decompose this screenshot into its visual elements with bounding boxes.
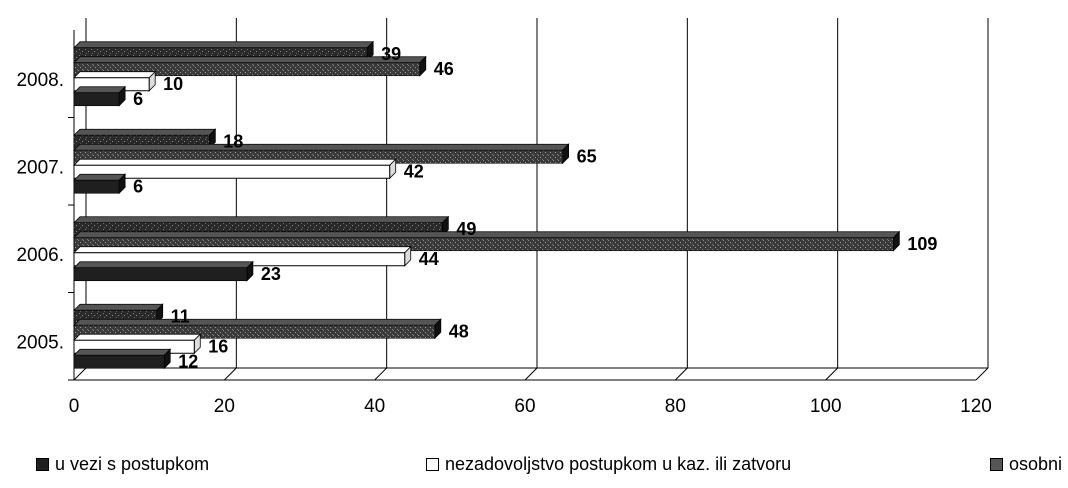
bar-top	[73, 71, 157, 79]
bar-top	[73, 231, 901, 239]
x-tick-label: 20	[214, 396, 235, 417]
category-label: 2008.	[16, 70, 64, 91]
legend-item-1: u vezi s postupkom	[36, 452, 209, 476]
legend-swatch-1	[36, 457, 49, 471]
bar-top	[73, 333, 202, 341]
bar-top	[73, 246, 412, 254]
bar	[73, 267, 248, 282]
category-label: 2007.	[16, 157, 64, 178]
data-label: 39	[381, 44, 401, 64]
bar	[73, 62, 421, 77]
bar-top	[73, 318, 442, 326]
bar-top	[73, 41, 375, 49]
data-label: 6	[133, 89, 143, 109]
bar-top	[73, 348, 172, 356]
legend-label-3: osobni	[1009, 453, 1063, 474]
bar-top	[73, 143, 570, 151]
legend-label-2: nezadovoljstvo postupkom u kaz. ili zatv…	[445, 453, 792, 474]
bar-top	[73, 158, 397, 166]
gridline-floor	[674, 367, 688, 381]
data-label: 6	[133, 176, 143, 196]
data-label: 46	[434, 59, 454, 79]
bar-top	[73, 173, 127, 181]
legend-swatch-3	[990, 457, 1003, 471]
legend-swatch-2	[426, 457, 439, 471]
x-tick-label: 120	[960, 396, 992, 417]
legend-item-3: osobni	[990, 452, 1062, 476]
gridline-floor	[524, 367, 538, 381]
bar-top	[73, 86, 127, 94]
x-tick-label: 100	[810, 396, 842, 417]
data-label: 44	[419, 249, 439, 269]
gridline-floor	[825, 367, 839, 381]
category-label: 2005.	[16, 332, 64, 353]
bar	[73, 354, 165, 369]
gridline-floor	[975, 367, 989, 381]
data-label: 18	[223, 131, 243, 151]
bar-top	[73, 56, 427, 64]
data-label: 42	[404, 161, 424, 181]
x-tick-label: 40	[364, 396, 385, 417]
gridline-floor	[374, 367, 388, 381]
bar-top	[73, 261, 254, 269]
bar	[73, 92, 120, 107]
x-tick-label: 60	[514, 396, 535, 417]
category-label: 2006.	[16, 245, 64, 266]
data-label: 11	[171, 306, 190, 326]
bar	[73, 164, 391, 179]
legend-item-2: nezadovoljstvo postupkom u kaz. ili zatv…	[426, 452, 791, 476]
x-tick-label: 0	[69, 396, 80, 417]
data-label: 109	[907, 234, 937, 254]
bar-top	[73, 128, 217, 136]
gridline-floor	[223, 367, 237, 381]
data-label: 10	[163, 74, 183, 94]
x-tick-label: 80	[665, 396, 686, 417]
bar	[73, 179, 120, 194]
data-label: 16	[208, 336, 228, 356]
data-label: 48	[449, 321, 469, 341]
data-label: 65	[577, 146, 597, 166]
data-label: 23	[261, 264, 281, 284]
gridline-floor	[73, 367, 87, 381]
bar-top	[73, 216, 450, 224]
data-label: 12	[178, 351, 198, 371]
legend-label-1: u vezi s postupkom	[55, 453, 210, 474]
bar-top	[73, 303, 164, 311]
data-label: 49	[456, 219, 476, 239]
